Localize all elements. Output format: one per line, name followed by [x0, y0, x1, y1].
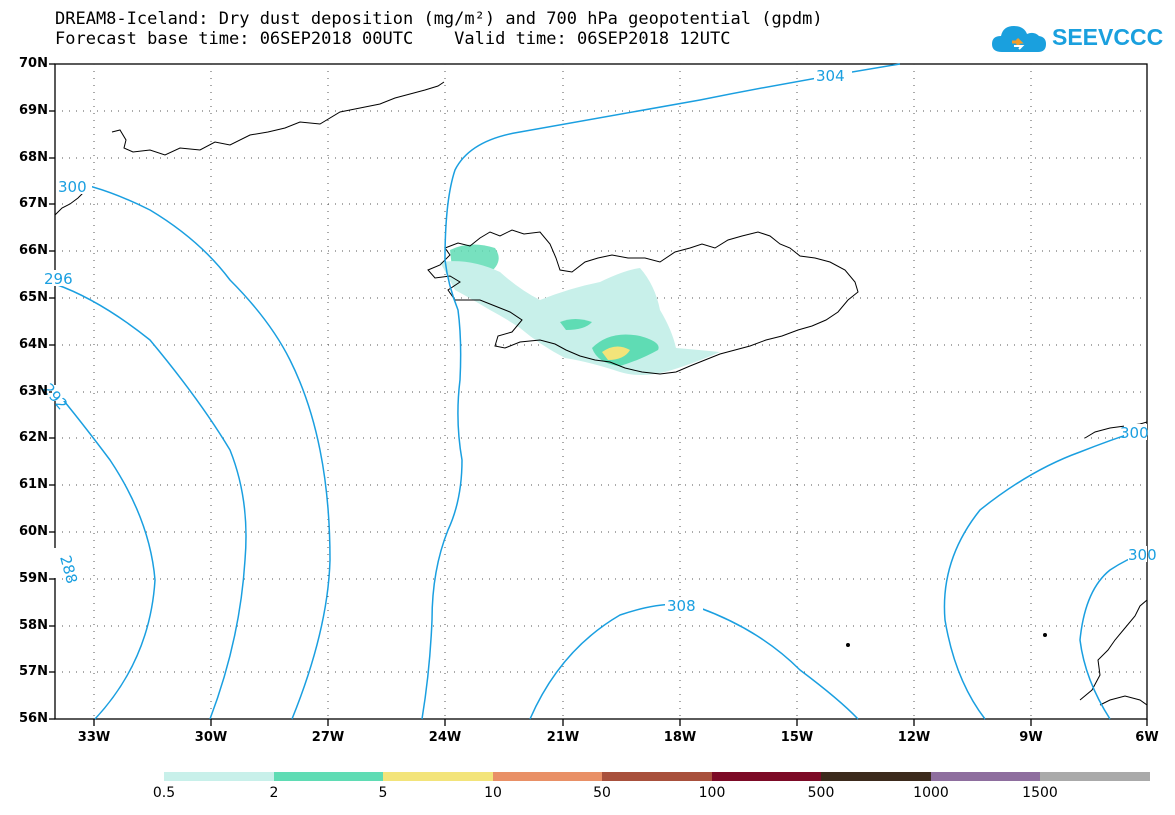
contour-label-288: 288	[56, 553, 81, 585]
dust-area-medium-1	[560, 319, 592, 330]
contour-label-300-east: 300	[1120, 424, 1149, 442]
legend-swatch	[274, 772, 383, 781]
lon-label: 18W	[663, 730, 697, 745]
contour-label-304: 304	[816, 67, 845, 85]
contour-300	[59, 179, 331, 720]
lat-label: 56N	[19, 711, 48, 726]
legend-swatch	[164, 772, 274, 781]
legend-swatch	[1040, 772, 1150, 781]
lon-label: 33W	[77, 730, 111, 745]
lat-label: 60N	[19, 524, 48, 539]
lon-label: 30W	[194, 730, 228, 745]
graticule	[55, 64, 1147, 719]
lat-label: 62N	[19, 430, 48, 445]
legend-label: 500	[807, 785, 835, 801]
lat-label: 69N	[19, 103, 48, 118]
forecast-time-line: Forecast base time: 06SEP2018 00UTC Vali…	[55, 29, 731, 49]
legend-label: 2	[269, 785, 279, 801]
legend-label: 100	[698, 785, 726, 801]
legend-label: 50	[593, 785, 611, 801]
contour-label-308: 308	[667, 597, 696, 615]
lon-label: 9W	[1019, 730, 1043, 745]
legend-swatch	[493, 772, 602, 781]
legend-swatch	[821, 772, 931, 781]
lon-label: 24W	[428, 730, 462, 745]
lat-label: 58N	[19, 618, 48, 633]
dust-deposition-field	[440, 244, 720, 375]
lat-label: 65N	[19, 290, 48, 305]
legend-swatch	[383, 772, 493, 781]
logo-text: SEEVCCC	[1052, 24, 1164, 50]
lat-label: 59N	[19, 571, 48, 586]
contour-label-300: 300	[58, 178, 87, 196]
lat-label: 67N	[19, 196, 48, 211]
contour-304	[444, 63, 901, 261]
tick-marks	[49, 63, 1148, 726]
lat-label: 64N	[19, 337, 48, 352]
dust-area-low	[440, 261, 720, 375]
lat-label: 66N	[19, 243, 48, 258]
lon-label: 6W	[1135, 730, 1159, 745]
contour-300-east	[943, 427, 1148, 720]
coastlines	[54, 81, 1148, 706]
geopotential-contours	[54, 63, 1148, 720]
dust-area-high	[602, 346, 630, 360]
lon-label: 15W	[780, 730, 814, 745]
legend-swatch	[602, 772, 712, 781]
legend-label: 1500	[1022, 785, 1058, 801]
lon-label: 12W	[897, 730, 931, 745]
seevccc-logo: SEEVCCC	[990, 20, 1164, 58]
legend-swatch	[712, 772, 821, 781]
lat-label: 68N	[19, 150, 48, 165]
lat-label: 63N	[19, 384, 48, 399]
contour-300-east-2	[1079, 551, 1148, 720]
map-title: DREAM8-Iceland: Dry dust deposition (mg/…	[55, 9, 823, 29]
legend-label: 10	[484, 785, 502, 801]
contour-308	[529, 603, 859, 720]
cloud-logo-icon	[992, 26, 1046, 52]
scotland-coast	[1079, 599, 1148, 706]
contour-label-300-east-2: 300	[1128, 546, 1157, 564]
greenland-coast-south	[54, 189, 87, 216]
lon-label: 21W	[546, 730, 580, 745]
legend-label: 5	[378, 785, 388, 801]
contour-304-south	[421, 259, 463, 720]
iceland-coast	[427, 229, 859, 375]
lon-label: 27W	[311, 730, 345, 745]
lat-label: 70N	[19, 56, 48, 71]
legend-swatch	[931, 772, 1040, 781]
contour-296	[54, 283, 247, 720]
contour-labels: 304 300 296 292 288 308 300 300	[39, 67, 1157, 615]
legend-label: 0.5	[152, 785, 176, 801]
contour-label-296: 296	[44, 270, 73, 288]
lat-label: 57N	[19, 664, 48, 679]
greenland-coast	[111, 81, 445, 156]
lat-label: 61N	[19, 477, 48, 492]
faroe-shetland-coast	[1084, 421, 1148, 439]
legend-label: 1000	[913, 785, 949, 801]
contour-292	[54, 389, 156, 720]
